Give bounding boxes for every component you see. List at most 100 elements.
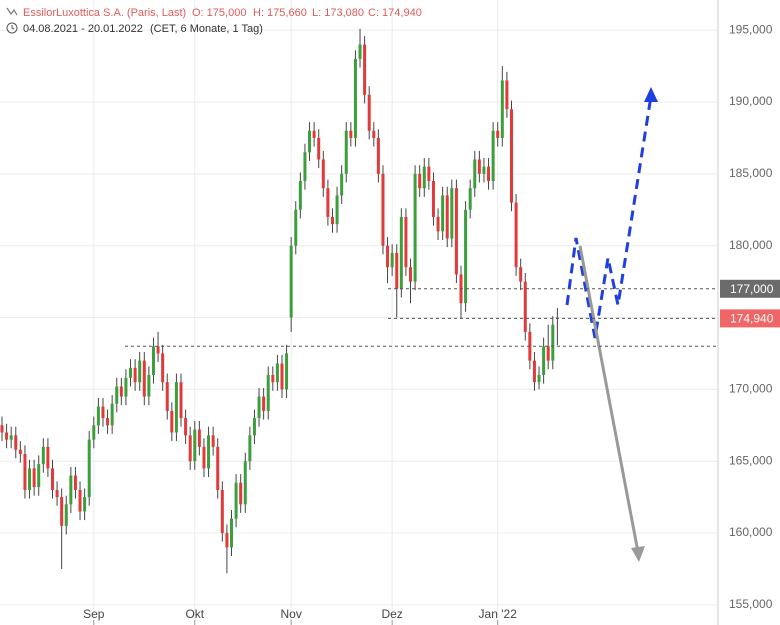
candle-body [119, 386, 123, 397]
candle-body [18, 449, 22, 455]
candle-body [101, 406, 105, 419]
candle-body [537, 375, 541, 383]
candle-body [138, 360, 142, 383]
candle-body [165, 382, 169, 411]
candle-body [9, 435, 13, 440]
candle-body [349, 130, 353, 138]
candle-body [509, 109, 513, 203]
y-tick-label: 190,000 [729, 94, 773, 108]
candle-body [358, 44, 362, 59]
candle-body [482, 166, 486, 174]
clock-hand [11, 25, 15, 30]
candle-body [514, 202, 518, 268]
candle-body [23, 454, 27, 490]
candle-body [390, 252, 394, 268]
candle-body [399, 216, 403, 289]
y-tick-label: 160,000 [729, 525, 773, 539]
candle-body [450, 188, 454, 239]
header: EssilorLuxottica S.A. (Paris, Last) O: 1… [6, 7, 422, 35]
candle-body [64, 504, 68, 526]
ohlc-label: H: 175,660 [253, 7, 307, 19]
price-label: 177,000 [730, 282, 774, 296]
projection-up [565, 95, 653, 339]
candle-body [431, 181, 435, 217]
candle-body [326, 188, 330, 217]
candle-body [519, 267, 523, 282]
x-tick-label: Dez [381, 607, 402, 621]
arrow-head [644, 87, 658, 102]
candle-body [468, 188, 472, 210]
candle-body [202, 446, 206, 469]
candle-body [422, 166, 426, 189]
candle-body [184, 418, 188, 436]
candle-body [207, 435, 211, 469]
candle-body [523, 281, 527, 332]
candle-body [395, 252, 399, 289]
candle-body [0, 425, 4, 433]
candle-body [216, 446, 220, 490]
candle-body [285, 353, 289, 390]
candle-body [170, 410, 174, 433]
candle-body [413, 173, 417, 282]
candle-body [161, 353, 165, 383]
candle-body [381, 173, 385, 246]
subtitle: (CET, 6 Monate, 1 Tag) [150, 23, 263, 35]
candle-body [262, 396, 266, 411]
y-tick-label: 180,000 [729, 238, 773, 252]
candle-body [418, 173, 422, 189]
candle-body [252, 418, 256, 436]
candle-body [78, 489, 82, 512]
candle-body [335, 195, 339, 225]
x-tick-label: Sep [83, 607, 105, 621]
candle-body [372, 130, 376, 138]
candle-body [542, 346, 546, 375]
ohlc-label: L: 173,080 [312, 7, 364, 19]
candle-body [193, 429, 197, 462]
marks [0, 28, 559, 574]
candle-body [14, 435, 18, 450]
candle-body [50, 468, 54, 490]
candle-body [73, 475, 77, 490]
candle-body [308, 130, 312, 153]
candle-body [496, 130, 500, 138]
candle-body [344, 130, 348, 174]
candle-body [87, 439, 91, 498]
y-tick-label: 155,000 [729, 597, 773, 611]
candle-body [239, 482, 243, 505]
y-tick-label: 195,000 [729, 22, 773, 36]
candle-body [188, 435, 192, 462]
candle-body [353, 58, 357, 138]
candle-body [445, 195, 449, 239]
candle-body [441, 195, 445, 232]
x-tick-label: Jan '22 [479, 607, 518, 621]
candle-body [69, 475, 73, 505]
candle-body [312, 130, 316, 138]
x-tick-label: Nov [280, 607, 301, 621]
candle-body [234, 482, 238, 519]
candle-body [129, 367, 133, 378]
candle-body [115, 386, 119, 404]
candle-body [340, 173, 344, 196]
candle-body [133, 367, 137, 383]
candle-body [37, 464, 41, 488]
candle-body [225, 533, 229, 548]
candle-body [179, 382, 183, 419]
candle-body [427, 166, 431, 182]
candle-body [532, 360, 536, 383]
candle-body [243, 461, 247, 505]
candle-body [330, 216, 334, 225]
candle-body [248, 435, 252, 462]
candle-body [60, 497, 64, 526]
candle-body [500, 80, 504, 138]
candle-body [92, 425, 96, 440]
candle-body [275, 363, 279, 383]
candle-body [376, 137, 380, 174]
candle-body [551, 324, 555, 361]
candle-body [41, 446, 45, 465]
candle-body [289, 245, 293, 318]
candle-body [487, 166, 491, 182]
candle-body [96, 406, 100, 426]
candle-body [409, 267, 413, 282]
